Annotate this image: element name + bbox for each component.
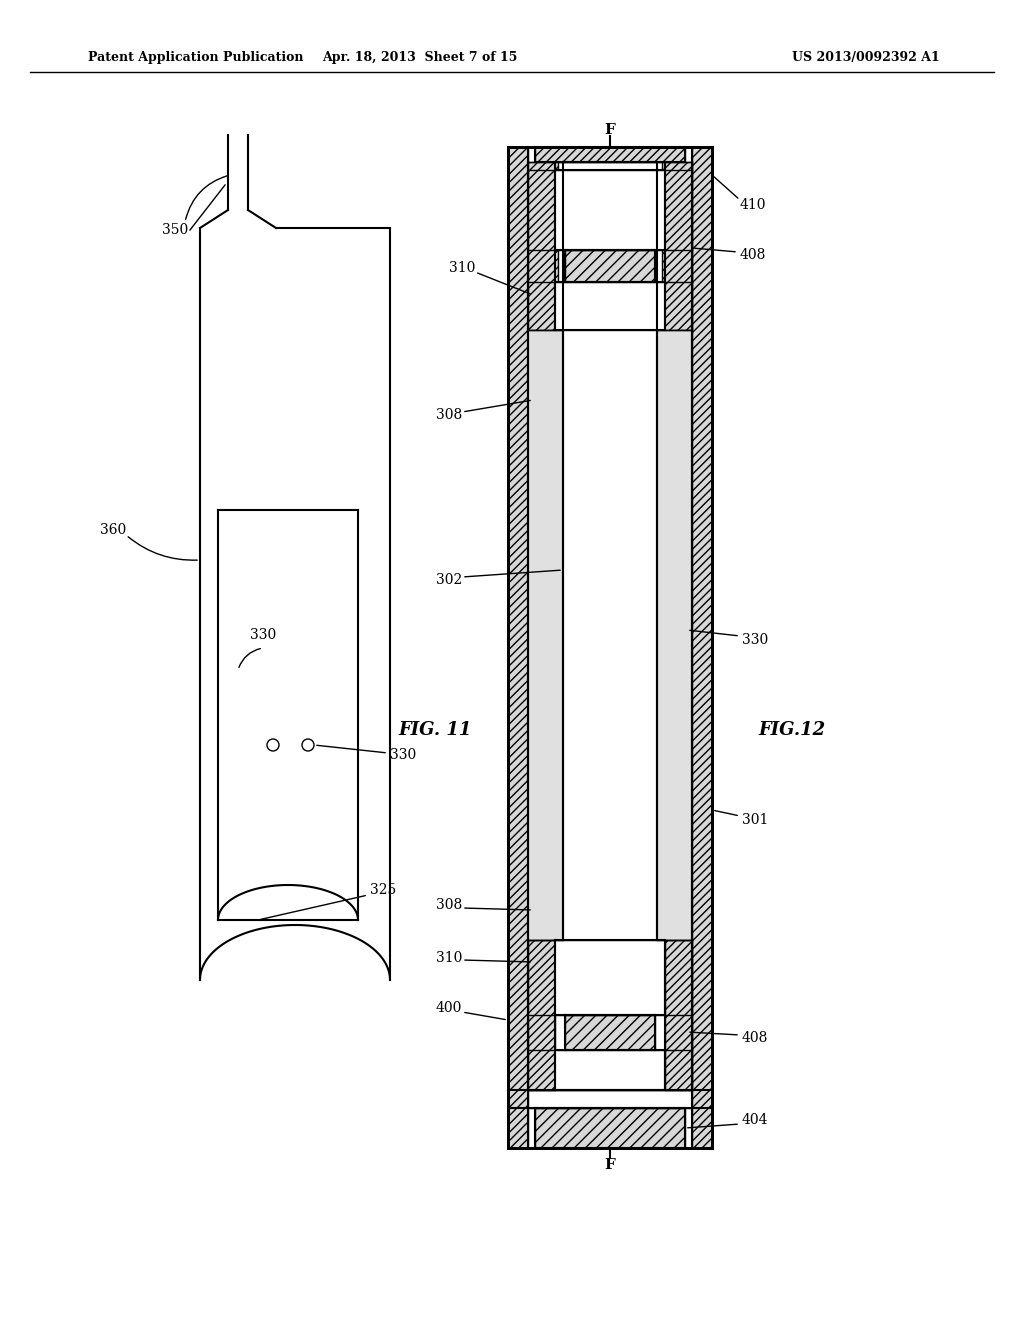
Text: US 2013/0092392 A1: US 2013/0092392 A1	[793, 50, 940, 63]
Text: 302: 302	[436, 573, 462, 587]
Polygon shape	[555, 1049, 665, 1090]
Text: 310: 310	[435, 950, 462, 965]
Text: Patent Application Publication: Patent Application Publication	[88, 50, 303, 63]
Polygon shape	[555, 282, 665, 330]
Polygon shape	[692, 147, 712, 1148]
Text: 325: 325	[370, 883, 396, 898]
Text: F: F	[604, 123, 615, 137]
Polygon shape	[528, 162, 558, 330]
Polygon shape	[565, 1015, 655, 1049]
Polygon shape	[665, 940, 692, 1090]
Polygon shape	[535, 147, 685, 162]
Text: 308: 308	[436, 408, 462, 422]
Text: 330: 330	[390, 748, 416, 762]
Polygon shape	[555, 170, 665, 249]
Polygon shape	[565, 249, 655, 282]
Text: F: F	[604, 1158, 615, 1172]
Polygon shape	[564, 330, 656, 940]
Polygon shape	[657, 330, 692, 940]
Text: 404: 404	[742, 1113, 768, 1127]
Text: 408: 408	[740, 248, 766, 261]
Polygon shape	[535, 1107, 685, 1148]
Text: 350: 350	[162, 223, 188, 238]
Polygon shape	[528, 330, 563, 940]
Text: 360: 360	[100, 523, 126, 537]
Text: 330: 330	[742, 634, 768, 647]
Polygon shape	[555, 940, 665, 1015]
Text: 410: 410	[740, 198, 767, 213]
Text: 330: 330	[250, 628, 276, 642]
Text: 408: 408	[742, 1031, 768, 1045]
Polygon shape	[508, 147, 528, 1148]
Text: FIG. 11: FIG. 11	[398, 721, 471, 739]
Text: 400: 400	[435, 1001, 462, 1015]
Text: Apr. 18, 2013  Sheet 7 of 15: Apr. 18, 2013 Sheet 7 of 15	[323, 50, 518, 63]
Text: FIG.12: FIG.12	[758, 721, 825, 739]
Text: 301: 301	[742, 813, 768, 828]
Polygon shape	[528, 940, 555, 1090]
Text: 308: 308	[436, 898, 462, 912]
Polygon shape	[662, 162, 692, 330]
Text: 310: 310	[449, 261, 475, 275]
